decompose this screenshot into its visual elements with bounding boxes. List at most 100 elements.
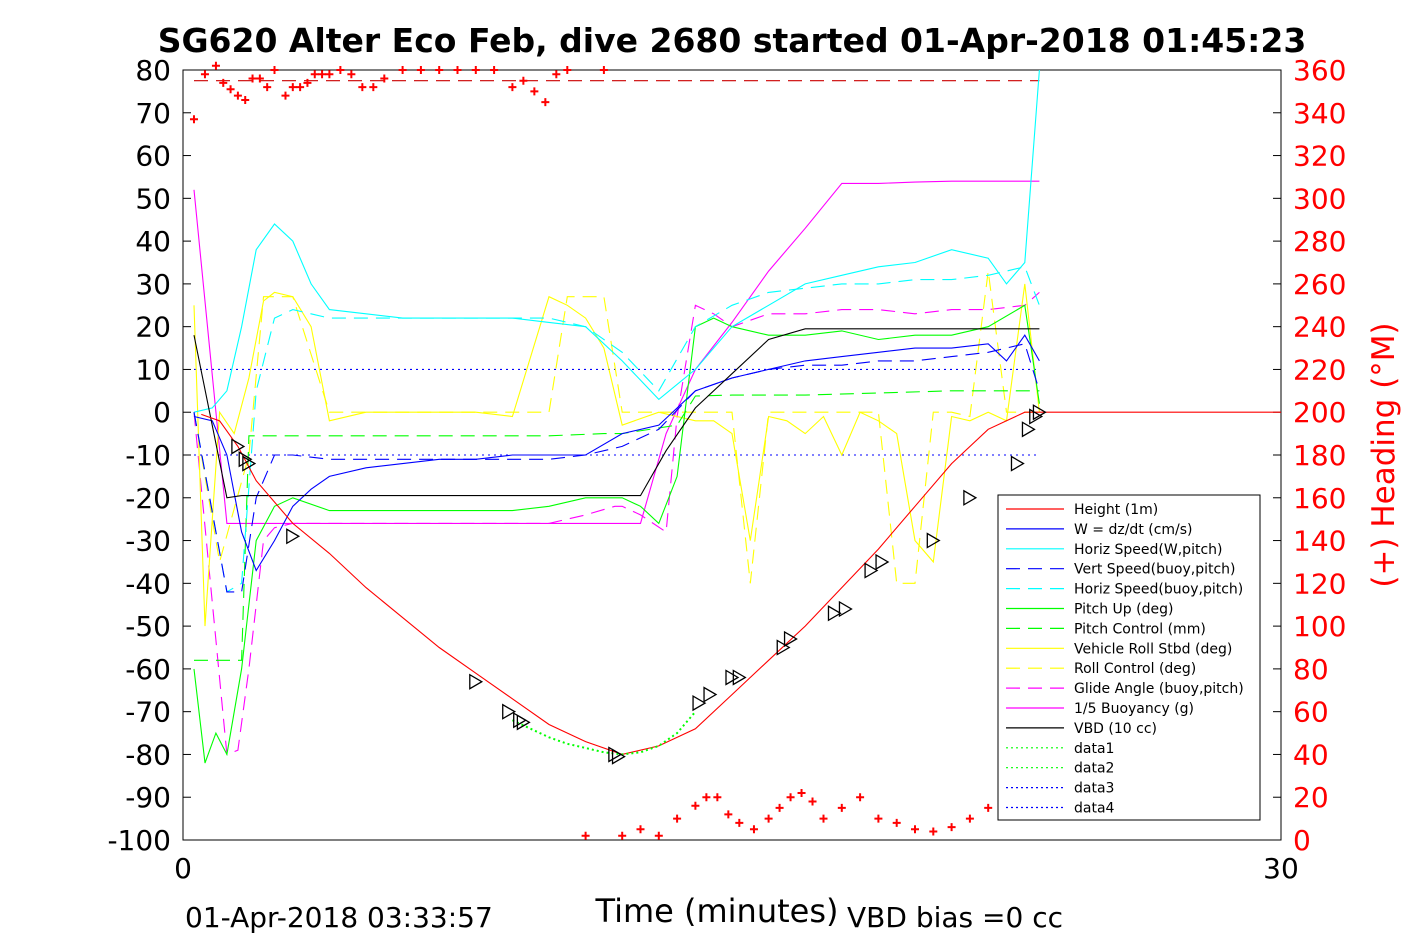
heading-point (325, 70, 334, 79)
legend-label: Vert Speed(buoy,pitch) (1074, 562, 1236, 578)
legend-label: data2 (1074, 761, 1114, 777)
triangle-marker (725, 669, 740, 686)
y-right-tick-label: 260 (1293, 268, 1346, 301)
legend-label: data1 (1074, 741, 1114, 757)
y-tick-label: -70 (125, 696, 171, 729)
heading-point (219, 78, 228, 87)
y-tick-label: 40 (135, 225, 171, 258)
heading-point (226, 85, 235, 94)
triangle-marker (1021, 421, 1036, 438)
plot-area: 80706050403020100-10-20-30-40-50-60-70-8… (107, 54, 1346, 885)
y-right-tick-label: 80 (1293, 653, 1329, 686)
y-right-tick-label: 160 (1293, 482, 1346, 515)
heading-point (490, 66, 499, 74)
series-w-line (193, 334, 1040, 572)
heading-point (281, 91, 290, 100)
x-tick-label: 0 (174, 852, 192, 885)
y-right-tick-label: 200 (1293, 396, 1346, 429)
triangle-marker (611, 748, 626, 765)
series-hspeed-buoy-line (193, 266, 1040, 593)
y-tick-label: 20 (135, 311, 171, 344)
heading-point (508, 83, 517, 92)
series-hspeed-w-line (193, 69, 1040, 413)
heading-point (837, 803, 846, 812)
y-tick-label: -10 (125, 439, 171, 472)
legend-label: Pitch Up (deg) (1074, 602, 1173, 618)
heading-point (702, 793, 711, 802)
heading-point (255, 74, 264, 83)
y-right-tick-label: 320 (1293, 140, 1346, 173)
heading-point (189, 115, 198, 124)
legend-label: Roll Control (deg) (1074, 661, 1196, 677)
triangle-marker (469, 673, 484, 690)
y-right-tick-label: 360 (1293, 54, 1346, 87)
heading-point (713, 793, 722, 802)
y-tick-label: -30 (125, 525, 171, 558)
series-glide-angle-line (193, 291, 1040, 756)
triangle-marker (827, 605, 842, 622)
heading-point (211, 61, 220, 70)
series-vbd-line (193, 328, 1040, 499)
legend-label: Horiz Speed(W,pitch) (1074, 542, 1222, 558)
legend-label: Vehicle Roll Stbd (deg) (1074, 641, 1232, 657)
y-right-tick-label: 0 (1293, 824, 1311, 857)
series-height-line (201, 411, 1281, 755)
heading-point (786, 793, 795, 802)
heading-point (347, 70, 356, 79)
triangle-marker (502, 703, 517, 720)
heading-point (775, 803, 784, 812)
y-right-tick-label: 340 (1293, 97, 1346, 130)
y-tick-label: 10 (135, 353, 171, 386)
y-right-tick-label: 140 (1293, 525, 1346, 558)
y-tick-label: 0 (153, 396, 171, 429)
heading-point (724, 810, 733, 819)
triangle-marker (703, 686, 718, 703)
heading-point (965, 814, 974, 823)
legend-label: Height (1m) (1074, 502, 1158, 518)
series-buoyancy-line (193, 180, 1040, 524)
heading-point (453, 66, 462, 74)
heading-point (296, 83, 305, 92)
y-right-tick-label: 20 (1293, 781, 1329, 814)
heading-point (563, 66, 572, 74)
triangle-marker (776, 639, 791, 656)
heading-point (874, 814, 883, 823)
triangle-marker (783, 630, 798, 648)
heading-point (618, 831, 627, 840)
y-right-tick-label: 40 (1293, 738, 1329, 771)
series-pitch-control-line (194, 390, 1040, 661)
legend-label: 1/5 Buoyancy (g) (1074, 701, 1194, 717)
triangle-marker (238, 451, 253, 468)
right-axis-label: (+) Heading (°M) (1366, 322, 1402, 587)
heading-point (797, 788, 806, 797)
y-tick-label: -90 (125, 781, 171, 814)
heading-point (947, 823, 956, 832)
y-tick-label: -50 (125, 610, 171, 643)
series-data1-line (511, 711, 697, 756)
heading-point (749, 825, 758, 834)
x-tick-label: 30 (1263, 852, 1299, 885)
heading-point (541, 98, 550, 107)
legend-label: Glide Angle (buoy,pitch) (1074, 681, 1244, 697)
heading-point (636, 825, 645, 834)
y-tick-label: 60 (135, 140, 171, 173)
footer-vbd-bias: VBD bias =0 cc (847, 901, 1063, 934)
heading-point (856, 793, 865, 802)
heading-point (691, 801, 700, 810)
triangle-marker (286, 528, 301, 545)
heading-point (263, 83, 272, 92)
y-right-tick-label: 120 (1293, 567, 1346, 600)
heading-point (288, 83, 297, 92)
heading-point (233, 91, 242, 100)
y-tick-label: 30 (135, 268, 171, 301)
heading-point (380, 74, 389, 83)
y-tick-label: 50 (135, 182, 171, 215)
triangle-marker (516, 714, 531, 731)
heading-point (519, 76, 528, 85)
y-right-tick-label: 180 (1293, 439, 1346, 472)
heading-point (303, 78, 312, 87)
heading-point (398, 66, 407, 74)
heading-point (764, 814, 773, 823)
heading-point (984, 803, 993, 812)
